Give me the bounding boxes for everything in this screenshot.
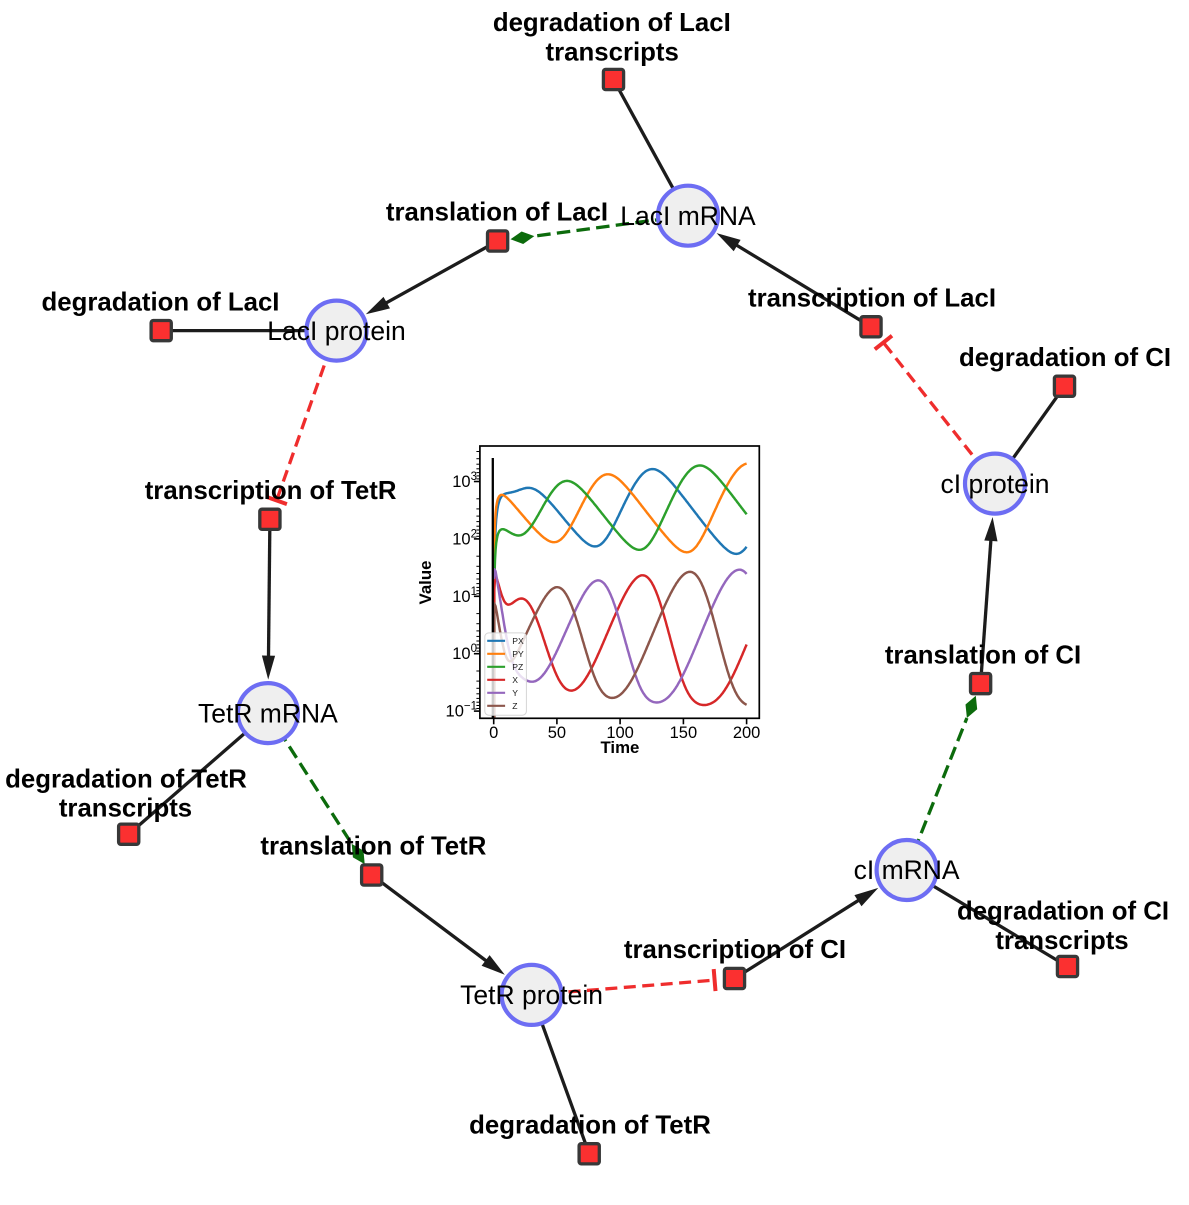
svg-text:translation of TetR: translation of TetR <box>260 833 486 861</box>
svg-text:translation of LacI: translation of LacI <box>386 199 608 227</box>
svg-text:50: 50 <box>548 724 566 742</box>
svg-text:cI mRNA: cI mRNA <box>854 855 960 885</box>
svg-text:cI protein: cI protein <box>940 469 1049 499</box>
svg-text:LacI mRNA: LacI mRNA <box>620 201 756 231</box>
svg-text:PZ: PZ <box>512 662 523 672</box>
svg-text:degradation of CI: degradation of CI <box>957 898 1169 926</box>
svg-text:Time: Time <box>600 738 639 757</box>
svg-text:TetR mRNA: TetR mRNA <box>198 698 338 728</box>
svg-text:Z: Z <box>512 701 517 711</box>
svg-text:transcripts: transcripts <box>59 795 192 823</box>
svg-text:transcription of TetR: transcription of TetR <box>145 477 397 505</box>
svg-text:transcripts: transcripts <box>995 927 1128 955</box>
svg-text:degradation of CI: degradation of CI <box>959 344 1171 372</box>
svg-text:PX: PX <box>512 636 524 646</box>
svg-text:Y: Y <box>512 688 518 698</box>
svg-text:translation of CI: translation of CI <box>885 641 1081 669</box>
svg-text:transcription of CI: transcription of CI <box>624 936 846 964</box>
svg-text:degradation of LacI: degradation of LacI <box>493 9 731 37</box>
svg-text:TetR protein: TetR protein <box>460 980 603 1010</box>
svg-text:degradation of LacI: degradation of LacI <box>42 288 280 316</box>
svg-text:X: X <box>512 675 518 685</box>
svg-text:transcription of LacI: transcription of LacI <box>748 285 996 313</box>
svg-text:degradation of TetR: degradation of TetR <box>469 1112 711 1140</box>
svg-text:200: 200 <box>733 724 761 742</box>
svg-text:degradation of TetR: degradation of TetR <box>5 765 247 793</box>
svg-text:PY: PY <box>512 649 524 659</box>
svg-text:0: 0 <box>489 724 498 742</box>
svg-text:LacI protein: LacI protein <box>267 316 405 346</box>
svg-text:transcripts: transcripts <box>546 39 679 67</box>
svg-text:100: 100 <box>606 724 634 742</box>
svg-text:150: 150 <box>670 724 698 742</box>
svg-text:Value: Value <box>416 561 435 605</box>
